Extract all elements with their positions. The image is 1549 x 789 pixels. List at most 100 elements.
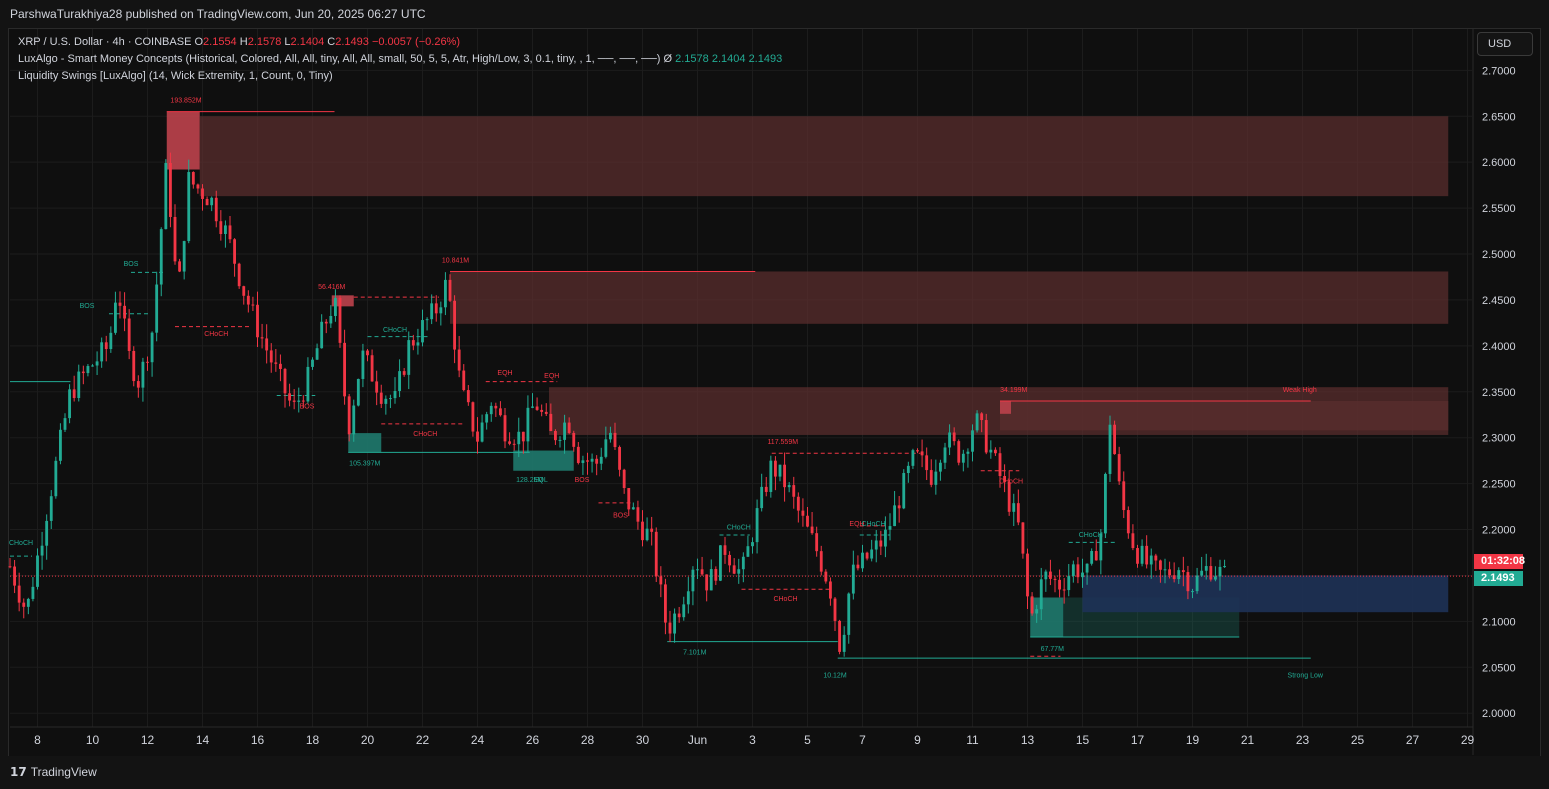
candle-body <box>311 359 314 367</box>
candle-body <box>1191 591 1194 593</box>
legend-c-label: C <box>327 36 336 48</box>
price-tick-label: 2.2500 <box>1482 479 1516 491</box>
candle-body <box>223 225 227 234</box>
candle-body <box>993 449 997 454</box>
time-tick-label: 21 <box>1241 733 1255 747</box>
candle-body <box>1021 522 1025 554</box>
candle-body <box>1177 570 1181 580</box>
candle-body <box>256 304 259 338</box>
candle-body <box>1204 566 1208 571</box>
candle-body <box>155 284 159 333</box>
candle-body <box>471 402 475 432</box>
indicator-smc-v3: 2.1493 <box>748 53 783 65</box>
zone-demand <box>1030 597 1064 637</box>
annotation-label: BOS <box>575 477 590 484</box>
candle-body <box>1007 481 1011 512</box>
candle-body <box>1122 481 1126 511</box>
legend-high: 2.1578 <box>247 36 282 48</box>
indicator-smc-v1: 2.1578 <box>675 53 709 65</box>
candle-body <box>622 469 626 489</box>
candle-body <box>366 350 369 356</box>
candle-body <box>1218 566 1222 577</box>
time-tick-label: 12 <box>141 733 155 747</box>
axes: 2.00002.05002.10002.15002.20002.25002.30… <box>10 29 1516 755</box>
candle-body <box>251 304 255 306</box>
candle-body <box>732 565 736 574</box>
legend-indicator-smc[interactable]: LuxAlgo - Smart Money Concepts (Historic… <box>18 53 782 65</box>
annotation-label: CHoCH <box>204 331 228 338</box>
currency-button[interactable]: USD <box>1477 32 1533 56</box>
candle-body <box>292 400 296 402</box>
time-tick-label: 30 <box>636 733 650 747</box>
time-tick-label: 13 <box>1021 733 1035 747</box>
indicator-smc-symbol: Ø <box>663 53 673 65</box>
candle-body <box>13 566 17 586</box>
zone-demand <box>513 450 574 471</box>
legend-o-label: O <box>194 36 204 48</box>
candle-body <box>851 564 855 594</box>
candle-body <box>773 460 777 477</box>
candle-body <box>1076 564 1080 578</box>
candle-body <box>714 569 718 581</box>
candle-body <box>118 302 122 306</box>
candle-body <box>297 400 301 402</box>
time-tick-label: 11 <box>966 733 979 747</box>
candle-body <box>113 302 117 333</box>
candle-body <box>1136 548 1139 564</box>
candle-body <box>1044 571 1048 580</box>
price-tick-label: 2.3500 <box>1482 387 1516 399</box>
candle-body <box>549 413 553 431</box>
candle-body <box>760 486 764 509</box>
candle-body <box>36 555 39 587</box>
candle-body <box>604 439 608 457</box>
candle-body <box>191 172 195 185</box>
candle-body <box>22 602 26 607</box>
candle-body <box>132 350 136 382</box>
time-tick-label: 17 <box>1131 733 1145 747</box>
candle-body <box>751 542 754 547</box>
candle-body <box>613 432 617 448</box>
price-tick-label: 2.1000 <box>1482 616 1516 628</box>
candle-body <box>233 239 237 264</box>
candle-body <box>269 350 273 363</box>
tradingview-logo[interactable]: 17 TradingView <box>10 765 97 779</box>
annotation-label: 56.416M <box>318 284 345 291</box>
candle-body <box>237 263 241 287</box>
annotation-label: EQL <box>534 477 548 484</box>
candle-body <box>1039 579 1043 610</box>
candle-body <box>1186 572 1190 592</box>
candle-body <box>1140 545 1144 564</box>
candle-body <box>416 342 420 346</box>
candle-body <box>278 363 282 369</box>
candle-body <box>828 581 832 599</box>
candle-body <box>425 319 429 321</box>
candle-body <box>265 338 269 351</box>
publisher-bar: ParshwaTurakhiya28 published on TradingV… <box>0 0 1549 28</box>
time-tick-label: 8 <box>34 733 41 747</box>
candle-body <box>948 432 952 448</box>
candle-body <box>210 197 214 206</box>
candle-body <box>95 361 99 366</box>
candle-body <box>443 279 447 308</box>
legend-indicator-liquidity[interactable]: Liquidity Swings [LuxAlgo] (14, Wick Ext… <box>18 70 333 82</box>
candle-body <box>659 576 663 585</box>
candle-body <box>783 464 787 488</box>
price-tick-label: 2.0500 <box>1482 662 1516 674</box>
candle-body <box>104 342 108 350</box>
candle-body <box>911 450 915 466</box>
annotation-label: EQH <box>849 521 864 528</box>
candle-body <box>1172 575 1176 580</box>
candle-body <box>737 569 741 574</box>
candle-body <box>521 431 525 442</box>
time-tick-label: Jun <box>688 733 707 747</box>
annotation-label: 10.841M <box>442 257 469 264</box>
candle-body <box>590 458 594 462</box>
candle-body <box>938 462 942 472</box>
candle-body <box>31 586 35 599</box>
candle-body <box>535 406 539 410</box>
candle-body <box>1012 503 1016 512</box>
time-tick-label: 26 <box>526 733 540 747</box>
legend-low: 2.1404 <box>290 36 325 48</box>
price-tick-label: 2.6000 <box>1482 157 1516 169</box>
